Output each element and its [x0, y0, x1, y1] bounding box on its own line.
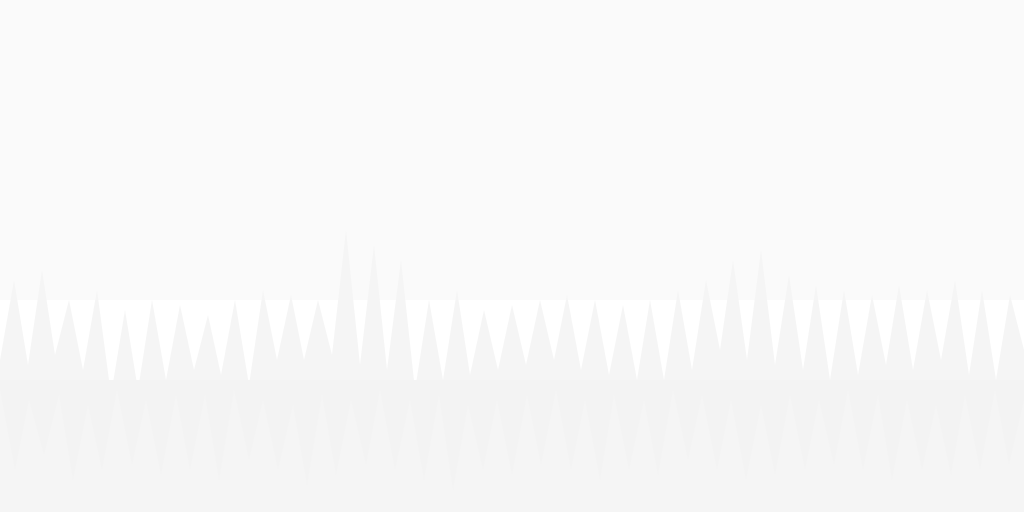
front-wave-layer: [0, 380, 1024, 490]
sky-band: [0, 0, 1024, 300]
back-wave-layer: [0, 230, 1024, 512]
